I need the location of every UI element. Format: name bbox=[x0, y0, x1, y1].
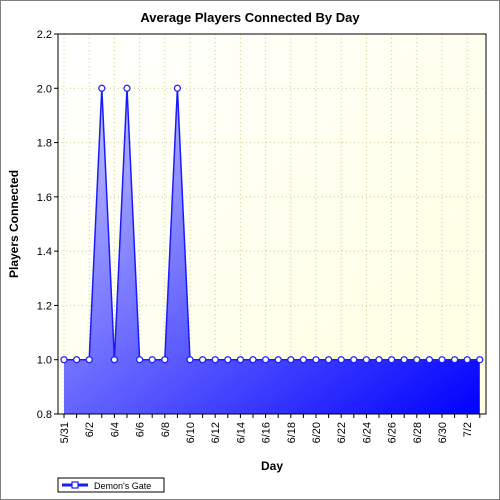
data-point-7-1 bbox=[451, 356, 459, 364]
x-tick-label: 6/16 bbox=[261, 422, 273, 443]
x-tick-label: 6/22 bbox=[336, 422, 348, 443]
data-point-6-12 bbox=[211, 356, 219, 364]
x-tick-label: 6/26 bbox=[387, 422, 399, 443]
x-tick-label: 6/8 bbox=[160, 422, 172, 437]
y-tick-label: 2.0 bbox=[37, 83, 52, 95]
data-point-6-6 bbox=[136, 356, 144, 364]
data-point-6-2 bbox=[85, 356, 93, 364]
data-point-6-8 bbox=[161, 356, 169, 364]
data-point-6-29 bbox=[425, 356, 433, 364]
x-tick-label: 6/18 bbox=[286, 422, 298, 443]
y-tick-label: 0.8 bbox=[37, 409, 52, 421]
y-tick-label: 1.6 bbox=[37, 192, 52, 204]
data-point-6-22 bbox=[337, 356, 345, 364]
legend-marker bbox=[71, 481, 79, 489]
x-tick-label: 6/28 bbox=[412, 422, 424, 443]
x-tick-label: 6/24 bbox=[361, 422, 373, 443]
data-point-6-25 bbox=[375, 356, 383, 364]
x-tick-label: 6/6 bbox=[135, 422, 147, 437]
data-point-6-20 bbox=[312, 356, 320, 364]
data-point-6-19 bbox=[299, 356, 307, 364]
x-tick-label: 6/20 bbox=[311, 422, 323, 443]
data-point-6-16 bbox=[262, 356, 270, 364]
legend-box bbox=[57, 477, 165, 493]
y-tick-label: 1.0 bbox=[37, 355, 52, 367]
legend-entry-demons-gate: Demon's Gate bbox=[94, 481, 151, 491]
data-point-6-4 bbox=[110, 356, 119, 364]
series-area-demons-gate bbox=[64, 88, 480, 415]
x-tick-label: 6/10 bbox=[185, 422, 197, 443]
data-point-6-26 bbox=[388, 356, 396, 364]
chart-title: Average Players Connected By Day bbox=[140, 10, 360, 25]
data-point-6-27 bbox=[400, 356, 408, 364]
x-tick-label: 7/2 bbox=[462, 422, 474, 437]
data-point-6-11 bbox=[199, 356, 207, 364]
y-tick-label: 1.4 bbox=[37, 246, 52, 258]
series-line-demons-gate bbox=[64, 88, 480, 361]
data-point-6-9 bbox=[173, 84, 181, 92]
y-tick-label: 1.2 bbox=[37, 300, 52, 312]
data-point-7-2 bbox=[463, 356, 471, 364]
data-point-6-23 bbox=[350, 356, 358, 364]
data-point-6-14 bbox=[236, 356, 244, 364]
data-point-6-30 bbox=[438, 356, 446, 364]
data-point-6-10 bbox=[186, 356, 194, 364]
plot-border bbox=[57, 33, 487, 415]
data-point-6-24 bbox=[362, 356, 370, 364]
data-point-6-15 bbox=[249, 356, 257, 364]
x-tick-label: 6/30 bbox=[437, 422, 449, 443]
data-point-6-1 bbox=[72, 356, 81, 364]
y-tick-label: 2.2 bbox=[37, 29, 52, 41]
series-markers bbox=[60, 84, 484, 364]
data-point-6-18 bbox=[287, 356, 295, 364]
data-point-7-3 bbox=[476, 356, 484, 364]
y-axis-ticks: 0.8 1.0 1.2 1.4 1.6 1.8 2.0 2.2 bbox=[37, 29, 58, 421]
x-tick-label: 6/12 bbox=[210, 422, 222, 443]
data-point-6-28 bbox=[413, 356, 421, 364]
x-tick-label: 6/4 bbox=[109, 422, 121, 437]
data-point-5-31 bbox=[60, 356, 68, 364]
x-axis-label: Day bbox=[261, 459, 283, 473]
y-tick-label: 1.8 bbox=[37, 138, 52, 150]
x-tick-label: 5/31 bbox=[59, 422, 71, 443]
data-point-6-21 bbox=[325, 356, 333, 364]
data-point-6-17 bbox=[274, 356, 282, 364]
data-point-6-13 bbox=[224, 356, 232, 364]
legend: Demon's Gate bbox=[57, 477, 165, 493]
data-point-6-3 bbox=[98, 84, 106, 92]
x-tick-label: 6/2 bbox=[84, 422, 96, 437]
x-axis-ticks: 5/31 6/2 6/4 6/6 6/8 6/10 6/12 6/14 6/16 6/18 6/20… bbox=[59, 414, 481, 443]
data-point-6-7 bbox=[148, 356, 156, 364]
x-tick-label: 6/14 bbox=[235, 422, 247, 443]
y-axis-label: Players Connected bbox=[7, 170, 21, 278]
data-point-6-5 bbox=[123, 84, 131, 92]
